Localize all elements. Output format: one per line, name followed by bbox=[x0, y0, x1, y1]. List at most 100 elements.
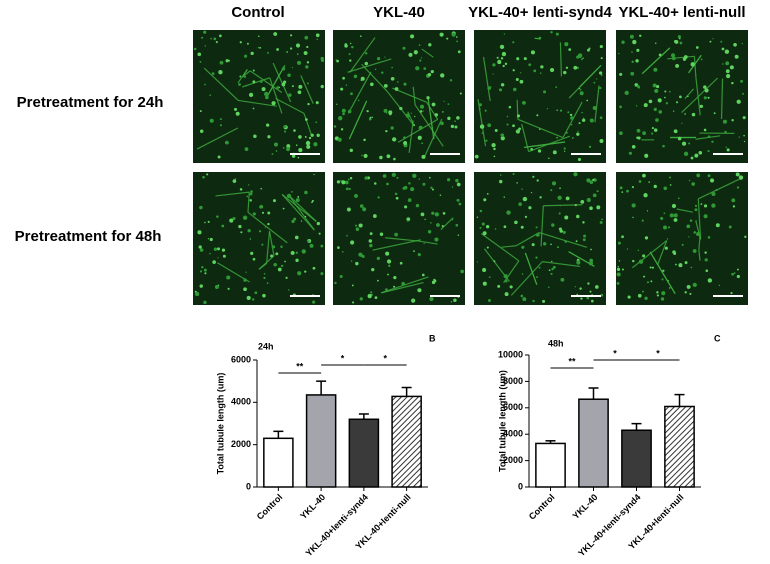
cell bbox=[696, 173, 701, 178]
tubule bbox=[275, 97, 305, 114]
cell bbox=[336, 180, 341, 184]
cell bbox=[221, 224, 225, 228]
cell bbox=[550, 243, 552, 246]
cell bbox=[504, 62, 508, 66]
cell bbox=[346, 207, 351, 212]
cell bbox=[673, 213, 678, 218]
cell bbox=[485, 139, 488, 142]
cell bbox=[304, 190, 308, 195]
cell bbox=[476, 216, 479, 218]
significance-label: ** bbox=[296, 361, 304, 371]
cell bbox=[249, 199, 252, 202]
cell bbox=[386, 112, 388, 114]
cell bbox=[587, 48, 590, 52]
cell bbox=[259, 204, 264, 209]
cell bbox=[260, 187, 263, 190]
cell bbox=[210, 38, 212, 40]
cell bbox=[247, 71, 249, 74]
cell bbox=[563, 70, 567, 75]
cell bbox=[600, 74, 603, 77]
cell bbox=[233, 107, 238, 111]
cell bbox=[669, 287, 671, 289]
cell bbox=[217, 155, 221, 159]
cell bbox=[663, 225, 667, 230]
cell bbox=[530, 191, 533, 194]
cell bbox=[391, 66, 393, 69]
cell bbox=[661, 278, 664, 281]
tubule bbox=[242, 77, 270, 88]
cell bbox=[426, 96, 430, 100]
cell bbox=[261, 243, 264, 246]
cell bbox=[741, 42, 743, 45]
tubule bbox=[594, 85, 600, 123]
cell bbox=[250, 251, 254, 256]
cell bbox=[401, 281, 405, 286]
cell bbox=[202, 175, 205, 179]
cell bbox=[644, 236, 649, 240]
cell bbox=[617, 241, 621, 245]
cell bbox=[628, 151, 632, 155]
cell bbox=[516, 57, 520, 61]
cell bbox=[689, 292, 692, 295]
cell bbox=[216, 215, 219, 218]
cell bbox=[532, 175, 535, 178]
cell bbox=[336, 103, 338, 105]
cell bbox=[481, 132, 484, 134]
bar bbox=[535, 442, 566, 488]
cell bbox=[707, 236, 711, 239]
cell bbox=[588, 145, 592, 149]
cell bbox=[244, 147, 249, 152]
tubule bbox=[265, 65, 286, 98]
cell bbox=[360, 76, 365, 81]
cell bbox=[295, 198, 300, 203]
cell bbox=[414, 115, 416, 118]
column-header: YKL-40+ lenti-null bbox=[618, 4, 745, 21]
cell bbox=[248, 92, 254, 97]
cell bbox=[500, 136, 505, 141]
cell bbox=[348, 53, 351, 56]
cell bbox=[586, 99, 589, 102]
cell bbox=[688, 142, 691, 145]
cell bbox=[243, 75, 247, 79]
cell bbox=[559, 187, 561, 189]
cell bbox=[619, 105, 622, 109]
cell bbox=[667, 226, 671, 229]
cell bbox=[345, 187, 349, 191]
micrograph bbox=[474, 30, 606, 163]
cell bbox=[731, 81, 734, 85]
cell bbox=[284, 260, 286, 263]
cell bbox=[636, 48, 640, 52]
cell bbox=[402, 46, 406, 50]
cell bbox=[351, 45, 354, 49]
micrographs bbox=[193, 30, 748, 305]
cell bbox=[413, 250, 415, 253]
cell bbox=[387, 273, 389, 276]
cell bbox=[347, 109, 352, 114]
cell bbox=[203, 268, 207, 272]
cell bbox=[548, 286, 550, 289]
cell bbox=[518, 127, 521, 131]
chart-title: 48h bbox=[548, 338, 564, 348]
cell bbox=[285, 276, 288, 279]
cell bbox=[572, 137, 574, 139]
cell bbox=[673, 110, 675, 112]
cell bbox=[512, 124, 515, 128]
cell bbox=[204, 272, 207, 275]
cell bbox=[249, 192, 253, 196]
cell bbox=[643, 275, 646, 278]
cell bbox=[543, 242, 547, 246]
cell bbox=[709, 178, 715, 183]
cell bbox=[660, 216, 664, 220]
cell bbox=[377, 279, 379, 282]
cell bbox=[655, 84, 660, 89]
cell bbox=[684, 291, 687, 294]
cell bbox=[653, 67, 658, 72]
cell bbox=[522, 100, 526, 105]
cell bbox=[337, 246, 340, 249]
cell bbox=[298, 148, 303, 153]
cell bbox=[600, 57, 603, 60]
cell bbox=[574, 203, 577, 207]
x-tick-label: Control bbox=[255, 492, 285, 522]
cell bbox=[342, 112, 345, 116]
cell bbox=[243, 278, 247, 282]
